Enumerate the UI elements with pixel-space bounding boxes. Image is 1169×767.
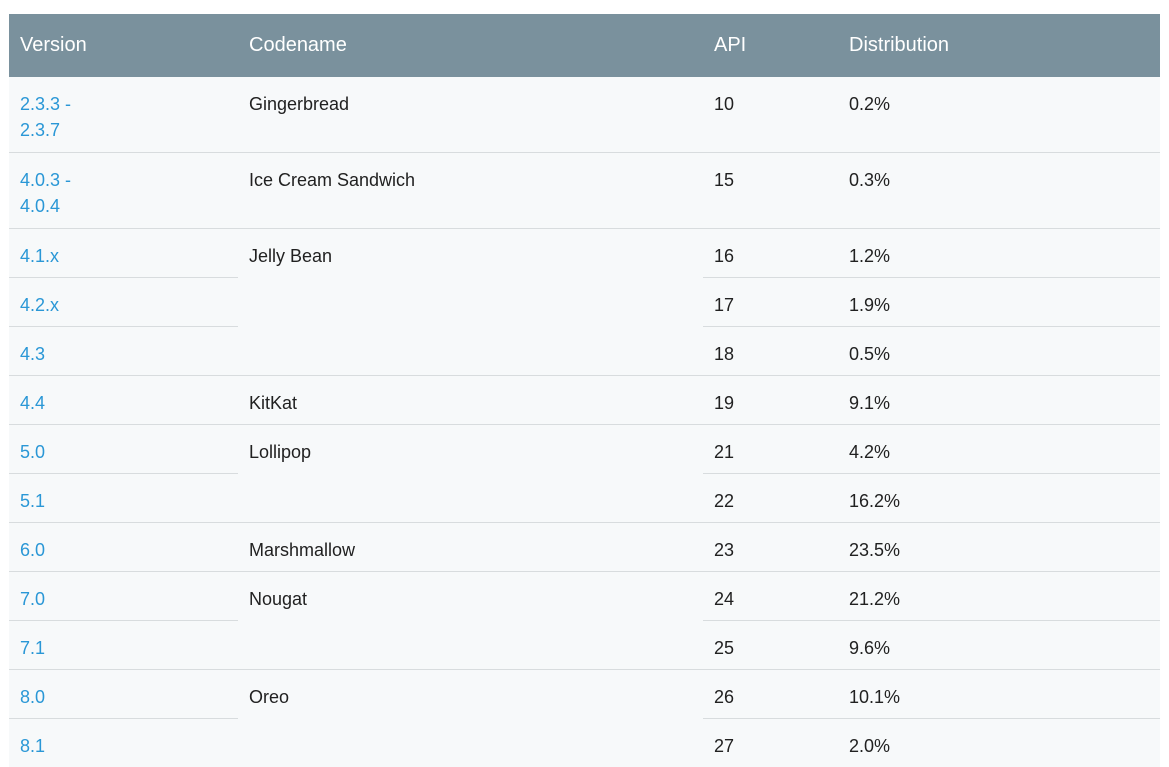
distribution-cell: 21.2% <box>838 571 1160 621</box>
codename-cell: Oreo <box>238 669 703 767</box>
table-row: 4.2.x 17 1.9% <box>9 277 1160 327</box>
api-cell: 16 <box>703 228 838 278</box>
table-row: 4.1.x Jelly Bean 16 1.2% <box>9 228 1160 376</box>
version-cell: 5.0 <box>9 424 238 474</box>
codename-cell: Lollipop <box>238 424 703 523</box>
table-row: 8.1 27 2.0% <box>9 718 1160 767</box>
api-cell: 19 <box>703 375 838 425</box>
version-link[interactable]: 8.1 <box>20 736 46 756</box>
distribution-cell: 1.9% <box>838 277 1160 327</box>
api-cell: 25 <box>703 620 838 670</box>
codename-cell: Ice Cream Sandwich <box>238 152 703 229</box>
codename-cell: KitKat <box>238 375 703 425</box>
version-link[interactable]: 5.1 <box>20 491 46 511</box>
header-codename: Codename <box>238 14 703 77</box>
distribution-cell: 1.2% <box>838 228 1160 278</box>
api-cell: 24 <box>703 571 838 621</box>
table-row: 2.3.3 -2.3.7 Gingerbread 10 0.2% <box>9 77 1160 153</box>
version-cell: 4.3 <box>9 326 238 376</box>
api-cell: 27 <box>703 718 838 767</box>
version-cell: 7.1 <box>9 620 238 670</box>
distribution-cell: 23.5% <box>838 522 1160 572</box>
codename-cell: Jelly Bean <box>238 228 703 376</box>
version-link[interactable]: 7.0 <box>20 589 46 609</box>
version-cell: 7.0 <box>9 571 238 621</box>
version-link[interactable]: 4.1.x <box>20 246 60 266</box>
version-cell: 8.0 <box>9 669 238 719</box>
version-cell: 4.4 <box>9 375 238 425</box>
distribution-cell: 0.5% <box>838 326 1160 376</box>
distribution-cell: 0.3% <box>838 152 1160 229</box>
distribution-cell: 16.2% <box>838 473 1160 523</box>
version-link[interactable]: 4.0.3 -4.0.4 <box>20 170 72 216</box>
distribution-cell: 9.6% <box>838 620 1160 670</box>
api-cell: 26 <box>703 669 838 719</box>
version-cell: 8.1 <box>9 718 238 767</box>
version-link[interactable]: 4.2.x <box>20 295 60 315</box>
table-row: 8.0 Oreo 26 10.1% <box>9 669 1160 767</box>
api-cell: 23 <box>703 522 838 572</box>
version-link[interactable]: 4.3 <box>20 344 46 364</box>
codename-cell: Gingerbread <box>249 94 350 114</box>
android-version-distribution-table: Version Codename API Distribution 2.3.3 … <box>9 14 1160 767</box>
api-cell: 21 <box>703 424 838 474</box>
distribution-cell: 10.1% <box>838 669 1160 719</box>
api-cell: 17 <box>703 277 838 327</box>
table-row: 5.0 Lollipop 21 4.2% <box>9 424 1160 523</box>
api-cell: 18 <box>703 326 838 376</box>
version-cell: 5.1 <box>9 473 238 523</box>
header-distribution: Distribution <box>838 14 1160 77</box>
distribution-cell: 9.1% <box>838 375 1160 425</box>
header-api: API <box>703 14 838 77</box>
table-row: 7.0 Nougat 24 21.2% <box>9 571 1160 670</box>
table-row: 5.1 22 16.2% <box>9 473 1160 523</box>
table-row: 4.3 18 0.5% <box>9 326 1160 376</box>
version-link[interactable]: 6.0 <box>20 540 46 560</box>
api-cell: 10 <box>714 94 735 114</box>
distribution-cell: 4.2% <box>838 424 1160 474</box>
version-cell: 4.2.x <box>9 277 238 327</box>
table-header-row: Version Codename API Distribution <box>9 14 1160 77</box>
table-row: 7.1 25 9.6% <box>9 620 1160 670</box>
version-cell: 2.3.3 -2.3.7 <box>9 77 238 153</box>
table-row: 6.0 Marshmallow 23 23.5% <box>9 522 1160 572</box>
api-cell: 22 <box>703 473 838 523</box>
codename-cell: Marshmallow <box>238 522 703 572</box>
codename-cell: Nougat <box>238 571 703 670</box>
header-version: Version <box>9 14 238 77</box>
version-link[interactable]: 2.3.3 -2.3.7 <box>20 94 72 140</box>
version-cell: 4.0.3 -4.0.4 <box>9 152 238 229</box>
version-cell: 6.0 <box>9 522 238 572</box>
version-cell: 4.1.x <box>9 228 238 278</box>
table-row: 4.4 KitKat 19 9.1% <box>9 375 1160 425</box>
distribution-cell: 0.2% <box>849 94 891 114</box>
version-link[interactable]: 8.0 <box>20 687 46 707</box>
version-link[interactable]: 7.1 <box>20 638 46 658</box>
api-cell: 15 <box>703 152 838 229</box>
version-link[interactable]: 4.4 <box>20 393 46 413</box>
table-row: 4.0.3 -4.0.4 Ice Cream Sandwich 15 0.3% <box>9 152 1160 229</box>
android-version-distribution-table-container: Version Codename API Distribution 2.3.3 … <box>9 14 1160 767</box>
version-link[interactable]: 5.0 <box>20 442 46 462</box>
distribution-cell: 2.0% <box>838 718 1160 767</box>
